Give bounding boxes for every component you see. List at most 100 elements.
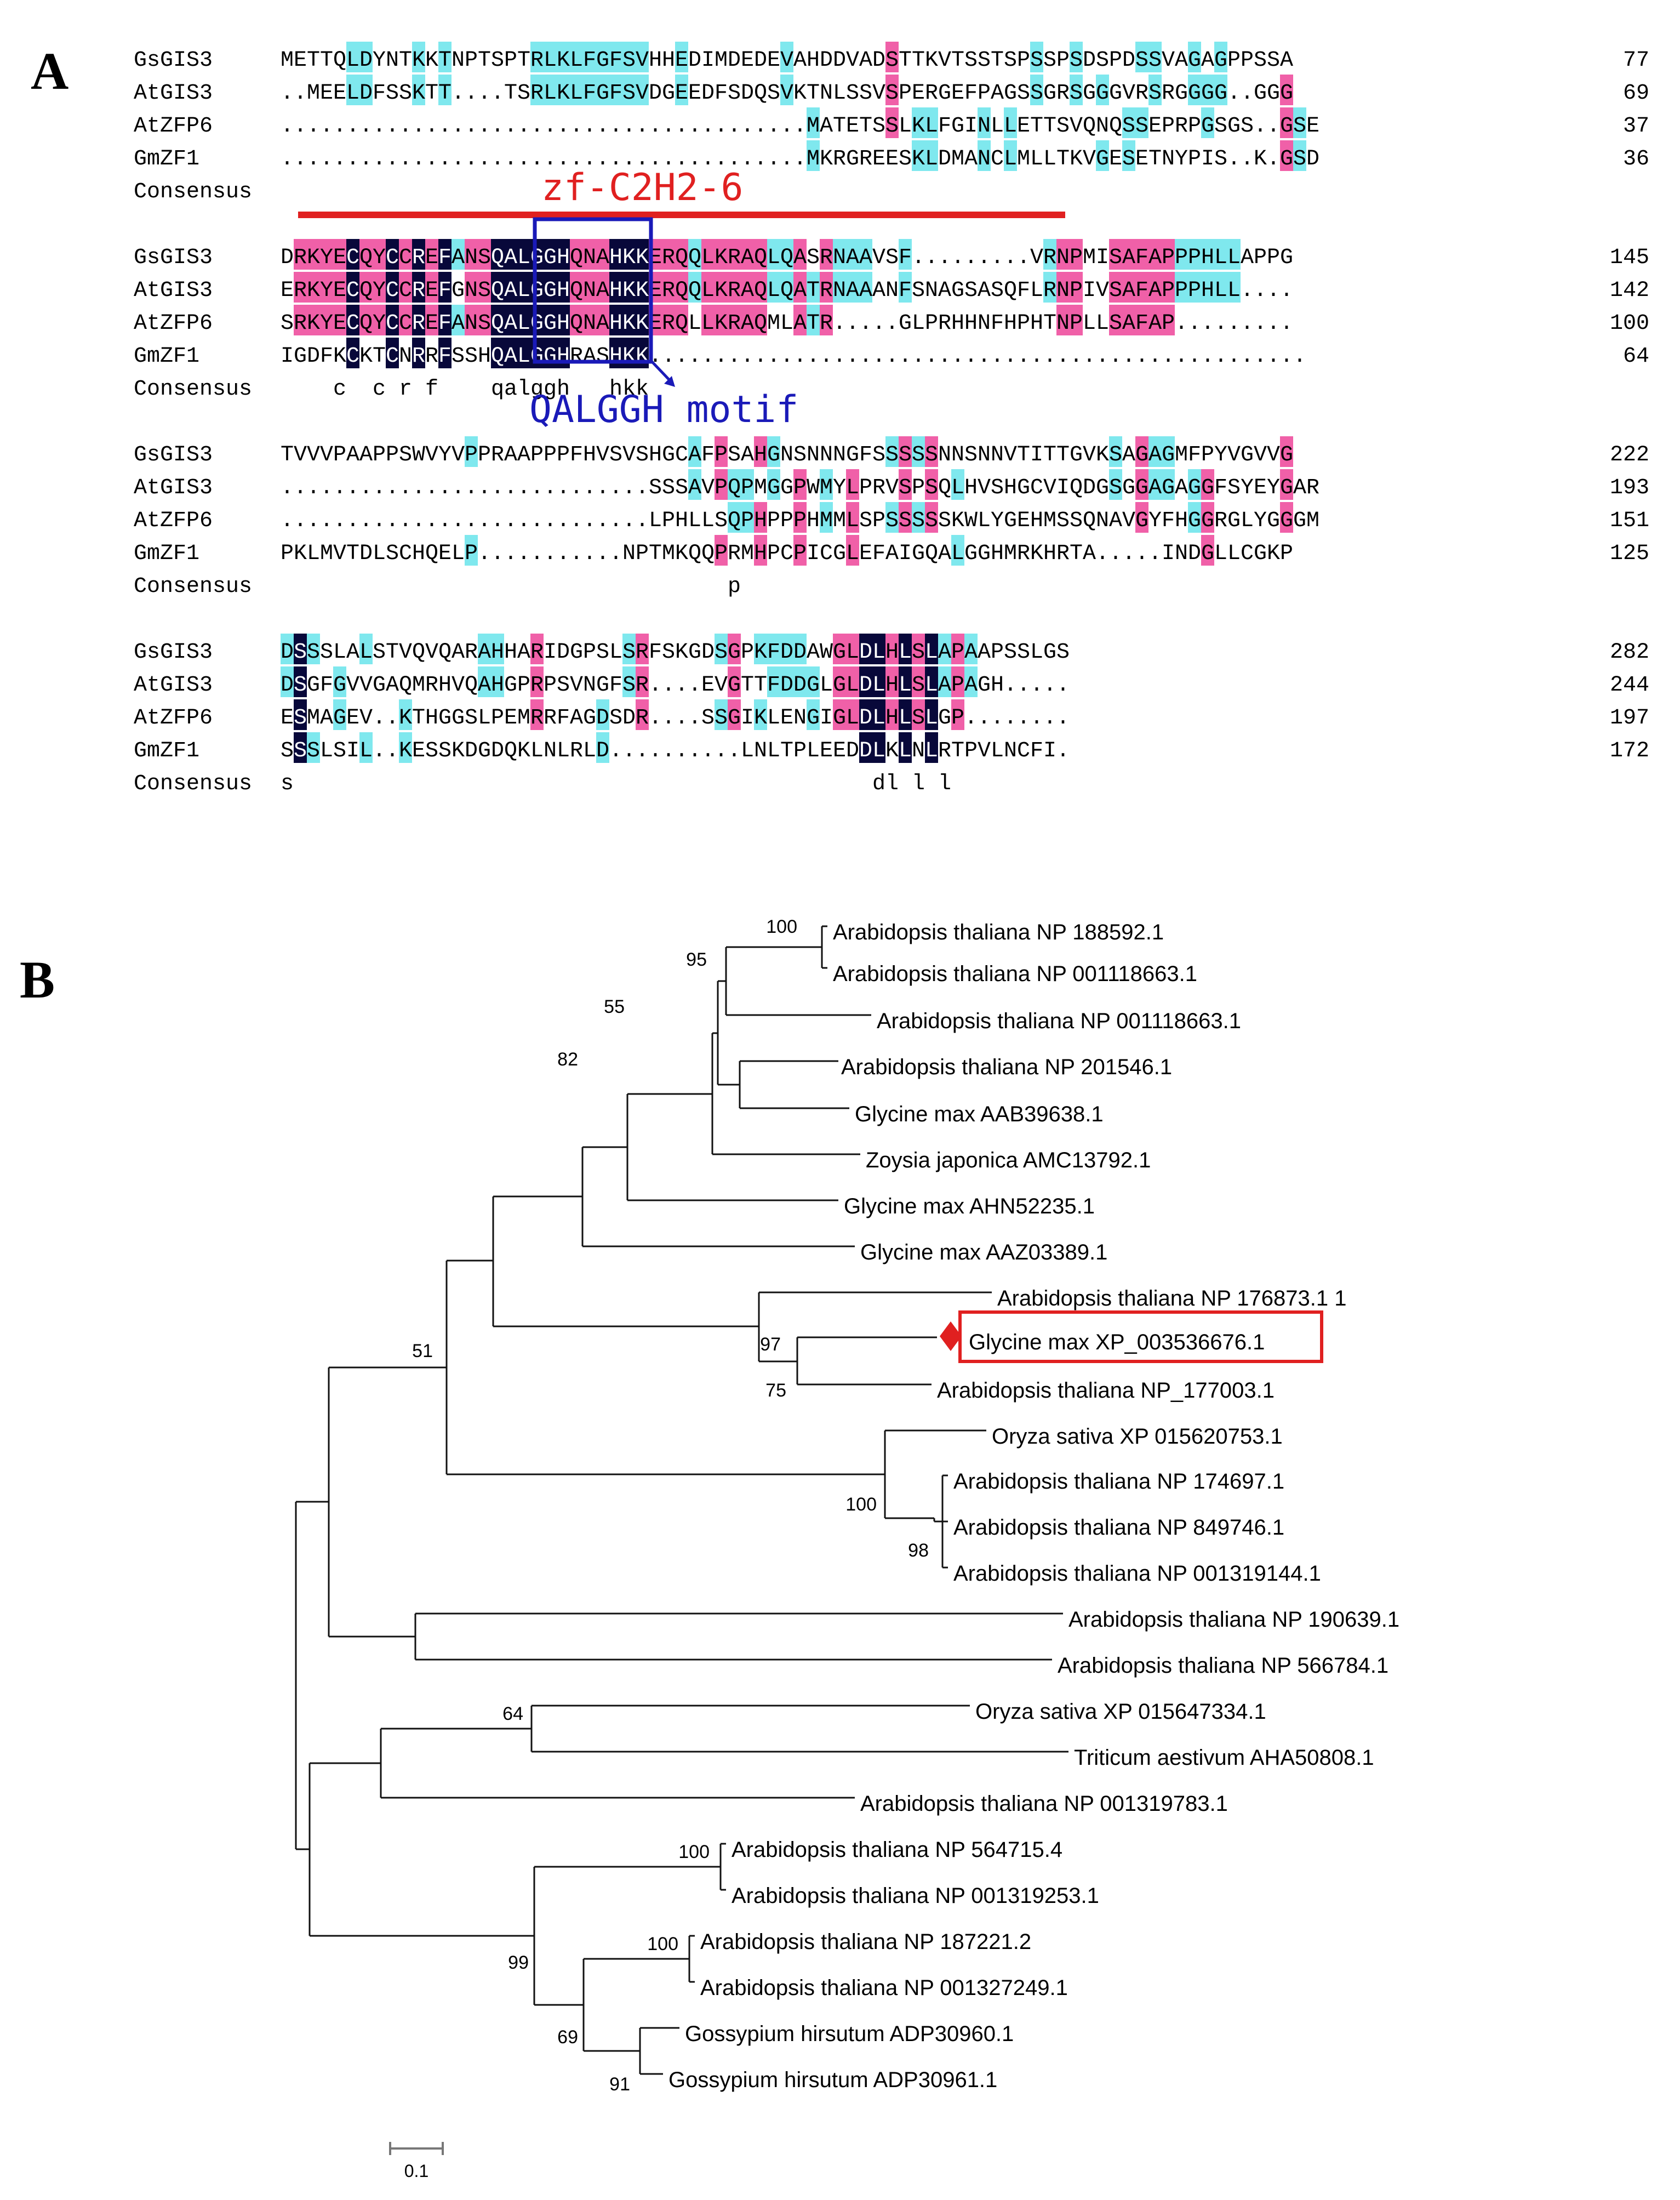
alignment-cell-shade bbox=[728, 305, 741, 335]
alignment-cell-shade bbox=[386, 305, 399, 335]
sequence-name: AtGIS3 bbox=[134, 476, 213, 500]
alignment-cell-shade bbox=[767, 666, 780, 697]
zf-domain-bar bbox=[298, 212, 1065, 218]
alignment-cell-shade bbox=[978, 107, 991, 138]
alignment-cell-shade bbox=[307, 732, 320, 763]
alignment-cell-shade bbox=[1214, 75, 1227, 105]
alignment-cell-shade bbox=[609, 239, 622, 270]
alignment-cell-shade bbox=[1109, 436, 1122, 467]
alignment-cell-shade bbox=[530, 634, 544, 664]
alignment-cell-shade bbox=[1162, 469, 1175, 500]
alignment-cell-shade bbox=[636, 239, 649, 270]
alignment-cell-shade bbox=[899, 666, 912, 697]
tree-leaf: Arabidopsis thaliana NP 190639.1 bbox=[1068, 1608, 1399, 1632]
alignment-cell-shade bbox=[741, 272, 754, 303]
alignment-cell-shade bbox=[728, 239, 741, 270]
alignment-cell-shade bbox=[1214, 272, 1227, 303]
alignment-cell-shade bbox=[622, 42, 636, 72]
alignment-cell-shade bbox=[359, 239, 373, 270]
alignment-cell-shade bbox=[793, 239, 807, 270]
alignment-cell-shade bbox=[701, 239, 715, 270]
sequence-row: DSSSLALSTVQVQARAHHARIDGPSLSRFSKGDSGPKFDD… bbox=[281, 640, 1070, 665]
alignment-cell-shade bbox=[715, 239, 728, 270]
alignment-cell-shade bbox=[1135, 42, 1148, 72]
alignment-cell-shade bbox=[333, 305, 346, 335]
sequence-name: GmZF1 bbox=[134, 344, 199, 369]
sequence-name: GsGIS3 bbox=[134, 48, 213, 73]
alignment-cell-shade bbox=[1280, 107, 1293, 138]
highlight-diamond-icon bbox=[940, 1321, 962, 1351]
alignment-cell-shade bbox=[925, 436, 938, 467]
alignment-cell-shade bbox=[359, 634, 373, 664]
alignment-cell-shade bbox=[767, 469, 780, 500]
alignment-cell-shade bbox=[1122, 140, 1135, 171]
alignment-cell-shade bbox=[978, 140, 991, 171]
alignment-cell-shade bbox=[925, 502, 938, 533]
alignment-cell-shade bbox=[544, 272, 557, 303]
alignment-cell-shade bbox=[846, 699, 859, 730]
alignment-cell-shade bbox=[1280, 469, 1293, 500]
alignment-cell-shade bbox=[294, 666, 307, 697]
alignment-cell-shade bbox=[859, 634, 872, 664]
alignment-cell-shade bbox=[530, 239, 544, 270]
alignment-cell-shade bbox=[767, 239, 780, 270]
bootstrap-value: 100 bbox=[678, 1842, 710, 1862]
alignment-cell-shade bbox=[1056, 272, 1070, 303]
alignment-cell-shade bbox=[912, 502, 925, 533]
alignment-cell-shade bbox=[1135, 239, 1148, 270]
alignment-cell-shade bbox=[780, 42, 793, 72]
alignment-cell-shade bbox=[412, 239, 425, 270]
alignment-cell-shade bbox=[885, 502, 899, 533]
alignment-cell-shade bbox=[478, 666, 491, 697]
alignment-cell-shade bbox=[359, 305, 373, 335]
alignment-cell-shade bbox=[899, 699, 912, 730]
sequence-position: 100 bbox=[1610, 311, 1649, 336]
alignment-cell-shade bbox=[1004, 107, 1017, 138]
alignment-cell-shade bbox=[1201, 239, 1214, 270]
alignment-cell-shade bbox=[1135, 469, 1148, 500]
alignment-cell-shade bbox=[938, 634, 951, 664]
alignment-cell-shade bbox=[491, 239, 504, 270]
alignment-cell-shade bbox=[846, 535, 859, 566]
alignment-cell-shade bbox=[1135, 502, 1148, 533]
alignment-cell-shade bbox=[333, 699, 346, 730]
alignment-cell-shade bbox=[715, 699, 728, 730]
bootstrap-value: 95 bbox=[686, 949, 707, 970]
alignment-cell-shade bbox=[1188, 75, 1201, 105]
alignment-cell-shade bbox=[793, 469, 807, 500]
alignment-cell-shade bbox=[452, 305, 465, 335]
alignment-cell-shade bbox=[872, 666, 885, 697]
alignment-cell-shade bbox=[1148, 469, 1162, 500]
alignment-cell-shade bbox=[1148, 239, 1162, 270]
sequence-name: AtZFP6 bbox=[134, 311, 213, 336]
alignment-cell-shade bbox=[425, 272, 438, 303]
alignment-cell-shade bbox=[609, 42, 622, 72]
bootstrap-value: 64 bbox=[502, 1703, 523, 1724]
sequence-position: 172 bbox=[1610, 739, 1649, 763]
alignment-cell-shade bbox=[859, 239, 872, 270]
alignment-cell-shade bbox=[1227, 272, 1241, 303]
alignment-cell-shade bbox=[1162, 272, 1175, 303]
sequence-row: ERKYECQYCCREFGNSQALGGHQNAHKKERQQLKRAQLQA… bbox=[281, 278, 1293, 303]
alignment-cell-shade bbox=[715, 436, 728, 467]
alignment-cell-shade bbox=[412, 338, 425, 368]
tree-leaf: Arabidopsis thaliana NP 001327249.1 bbox=[700, 1976, 1068, 2000]
sequence-position: 36 bbox=[1623, 147, 1649, 172]
sequence-position: 77 bbox=[1623, 48, 1649, 73]
alignment-cell-shade bbox=[544, 42, 557, 72]
alignment-cell-shade bbox=[754, 272, 767, 303]
alignment-cell-shade bbox=[557, 305, 570, 335]
sequence-name: GsGIS3 bbox=[134, 443, 213, 468]
alignment-cell-shade bbox=[899, 272, 912, 303]
alignment-cell-shade bbox=[1162, 305, 1175, 335]
tree-leaf: Arabidopsis thaliana NP 849746.1 bbox=[953, 1515, 1284, 1540]
alignment-cell-shade bbox=[478, 305, 491, 335]
alignment-cell-shade bbox=[715, 272, 728, 303]
alignment-cell-shade bbox=[912, 436, 925, 467]
alignment-cell-shade bbox=[793, 305, 807, 335]
alignment-cell-shade bbox=[504, 305, 517, 335]
alignment-cell-shade bbox=[544, 305, 557, 335]
alignment-cell-shade bbox=[820, 305, 833, 335]
alignment-cell-shade bbox=[557, 42, 570, 72]
alignment-cell-shade bbox=[1188, 469, 1201, 500]
